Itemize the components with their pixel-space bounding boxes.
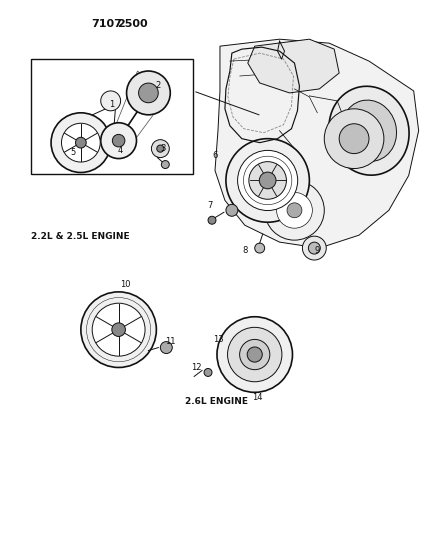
Ellipse shape	[328, 86, 408, 175]
Text: 7: 7	[207, 201, 212, 210]
Circle shape	[338, 124, 368, 154]
Circle shape	[101, 91, 120, 111]
Circle shape	[138, 83, 158, 103]
Circle shape	[112, 323, 125, 336]
Circle shape	[92, 303, 145, 356]
Circle shape	[161, 160, 169, 168]
Circle shape	[302, 236, 325, 260]
Circle shape	[225, 139, 309, 222]
Bar	[31, 59, 193, 174]
Circle shape	[160, 342, 172, 353]
Text: 2500: 2500	[116, 19, 147, 29]
Text: 6: 6	[212, 151, 217, 160]
Circle shape	[323, 109, 383, 168]
Text: 7107: 7107	[91, 19, 121, 29]
Circle shape	[225, 204, 237, 216]
Circle shape	[259, 172, 275, 189]
Circle shape	[248, 161, 286, 199]
Circle shape	[51, 113, 110, 173]
Text: 11: 11	[164, 337, 175, 346]
Text: 9: 9	[314, 246, 319, 255]
Circle shape	[254, 243, 264, 253]
Polygon shape	[214, 39, 417, 248]
Circle shape	[81, 292, 156, 367]
Circle shape	[75, 138, 86, 148]
Text: 3: 3	[160, 144, 166, 153]
Circle shape	[61, 123, 100, 162]
Text: 13: 13	[212, 335, 223, 344]
Circle shape	[239, 340, 269, 370]
Text: 2: 2	[155, 82, 161, 91]
Text: 2.2L & 2.5L ENGINE: 2.2L & 2.5L ENGINE	[31, 232, 130, 241]
Circle shape	[237, 150, 297, 211]
Circle shape	[264, 181, 323, 240]
Circle shape	[204, 368, 212, 376]
Circle shape	[308, 242, 320, 254]
Ellipse shape	[341, 100, 396, 161]
Text: 5: 5	[70, 148, 75, 157]
Text: 4: 4	[118, 146, 123, 155]
Polygon shape	[247, 39, 338, 93]
Circle shape	[112, 134, 124, 147]
Circle shape	[216, 317, 292, 392]
Text: 10: 10	[120, 280, 130, 289]
Circle shape	[227, 327, 281, 382]
Circle shape	[247, 347, 262, 362]
Text: 1: 1	[109, 100, 114, 109]
Circle shape	[151, 140, 169, 158]
Circle shape	[126, 71, 170, 115]
Text: 14: 14	[252, 393, 262, 402]
Circle shape	[101, 123, 136, 158]
Text: 2.6L ENGINE: 2.6L ENGINE	[185, 397, 248, 406]
Circle shape	[286, 203, 301, 218]
Circle shape	[207, 216, 216, 224]
Circle shape	[276, 192, 312, 228]
Circle shape	[156, 145, 164, 152]
Text: 12: 12	[190, 363, 201, 372]
Text: 8: 8	[242, 246, 247, 255]
